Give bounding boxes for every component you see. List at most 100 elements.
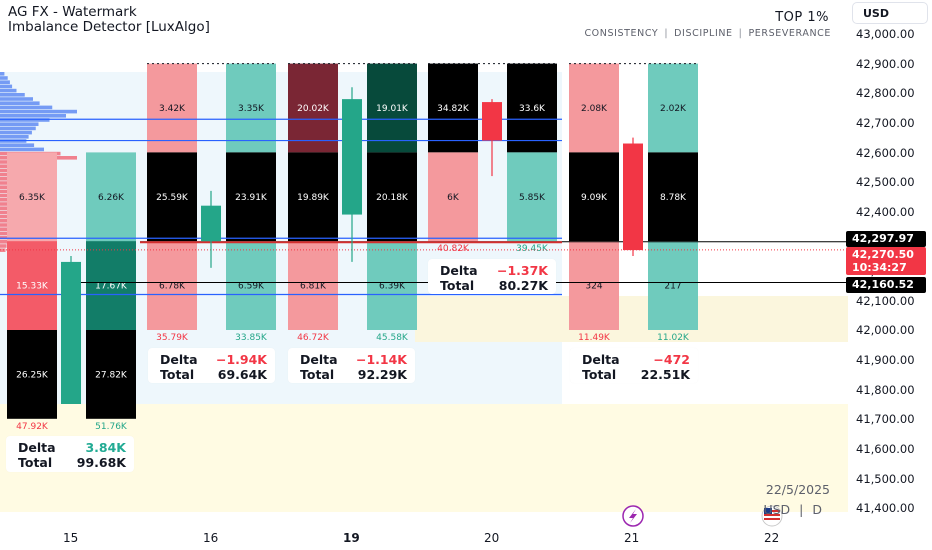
sell-box (7, 330, 57, 419)
tagline-item: DISCIPLINE (674, 28, 733, 39)
sell-volume-label: 20.02K (297, 104, 330, 114)
sell-box (569, 241, 619, 330)
footer-date: 22/5/2025 (765, 482, 830, 497)
tagline: CONSISTENCY | DISCIPLINE | PERSEVERANCE (584, 28, 831, 39)
buy-box (507, 152, 557, 242)
total-label: Total (582, 367, 617, 382)
buy-volume-label: 33.6K (519, 104, 546, 114)
buy-box (367, 63, 417, 153)
profile-bar (0, 122, 39, 126)
sell-volume-label: 25.59K (156, 193, 189, 203)
footprint-boxes: 6.35K 6.26K 15.33K 17.67K 26.25K 27.82K 47.92K… (7, 63, 698, 432)
profile-bar (0, 135, 29, 139)
sell-box (147, 241, 197, 330)
sell-volume-label: 9.09K (581, 193, 608, 203)
buy-box (507, 63, 557, 153)
total-value: 80.27K (498, 278, 548, 293)
price-axis-label: 42,100.00 (856, 293, 915, 308)
candle-body (623, 143, 643, 251)
footer-timeframe: D (812, 502, 822, 517)
zone-background-yellow-2 (415, 296, 848, 342)
profile-bar (0, 126, 36, 131)
buy-volume-label: 23.91K (235, 193, 268, 203)
delta-value: 3.84K (85, 440, 126, 455)
us-flag-icon[interactable] (761, 505, 783, 527)
price-axis-label: 43,000.00 (856, 27, 915, 41)
sell-box (288, 63, 338, 153)
candle-body (201, 205, 221, 242)
brand-label: TOP 1% (775, 10, 829, 25)
price-axis-label: 41,900.00 (856, 353, 915, 368)
flash-event-icon[interactable] (622, 505, 644, 527)
sell-box (569, 152, 619, 242)
buy-box (86, 330, 136, 419)
total-label: Total (160, 367, 195, 382)
buy-total-label: 45.58K (376, 333, 409, 343)
zone-background-yellow (0, 404, 848, 512)
summary-box: Delta −472 Total 22.51K (570, 348, 698, 383)
current-price-value: 42,270.50 (852, 248, 914, 261)
buy-total-label: 11.02K (657, 333, 690, 343)
date-label: 20 (484, 531, 500, 545)
total-value: 99.68K (76, 455, 126, 470)
total-value: 92.29K (357, 367, 407, 382)
price-tag-level-2: 42,160.52 (846, 277, 926, 293)
sell-box (147, 152, 197, 242)
indicator-title: Imbalance Detector [LuxAlgo] (8, 19, 210, 35)
profile-bar (0, 143, 35, 147)
buy-volume-label: 6.59K (238, 282, 265, 292)
sell-box (428, 63, 478, 153)
profile-bar (0, 118, 50, 122)
footer-symbol-info: USD | D (763, 502, 822, 517)
price-axis-label: 42,700.00 (856, 115, 915, 130)
buy-volume-label: 8.78K (660, 193, 687, 203)
buy-total-label: 51.76K (95, 422, 128, 432)
profile-bar (0, 248, 6, 252)
profile-bar (0, 114, 66, 118)
sell-box (7, 241, 57, 330)
price-axis-label: 41,400.00 (856, 501, 915, 516)
buy-total-label: 39.45K (516, 244, 549, 254)
profile-bar (0, 227, 11, 231)
footer-separator: | (799, 502, 804, 517)
profile-bar (0, 147, 44, 152)
profile-bar (0, 223, 14, 227)
sell-volume-label: 6.78K (159, 282, 186, 292)
buy-volume-label: 217 (664, 282, 681, 292)
price-axis-label: 42,400.00 (856, 204, 915, 219)
buy-volume-label: 6.26K (98, 193, 125, 203)
sell-volume-label: 324 (585, 282, 602, 292)
buy-box (648, 241, 698, 330)
sell-box (147, 63, 197, 153)
currency-button[interactable]: USD (852, 2, 928, 24)
sell-volume-label: 15.33K (16, 282, 49, 292)
sell-total-label: 40.82K (437, 244, 470, 254)
candle-body (482, 102, 502, 141)
profile-bar (0, 72, 5, 76)
delta-value: −472 (653, 352, 690, 367)
buy-box (648, 152, 698, 242)
buy-volume-label: 5.85K (519, 193, 546, 203)
sell-total-label: 35.79K (156, 333, 189, 343)
buy-box (226, 63, 276, 153)
price-axis-label: 41,800.00 (856, 382, 915, 397)
sell-box (288, 152, 338, 242)
price-axis-label: 41,600.00 (856, 441, 915, 456)
profile-bar (0, 84, 13, 89)
total-label: Total (300, 367, 335, 382)
profile-bar (0, 244, 7, 248)
bar-countdown-timer: 10:34:27 (852, 261, 907, 274)
date-label: 16 (203, 531, 219, 545)
delta-value: −1.14K (355, 352, 407, 367)
date-label: 19 (343, 531, 360, 545)
delta-label: Delta (300, 352, 338, 367)
footer-currency: USD (763, 502, 791, 517)
profile-bar (0, 109, 77, 114)
buy-box (86, 241, 136, 330)
candles (61, 87, 643, 404)
profile-bar (0, 240, 8, 244)
buy-volume-label: 17.67K (95, 282, 128, 292)
profile-bar (0, 101, 40, 105)
profile-bar (0, 130, 32, 135)
